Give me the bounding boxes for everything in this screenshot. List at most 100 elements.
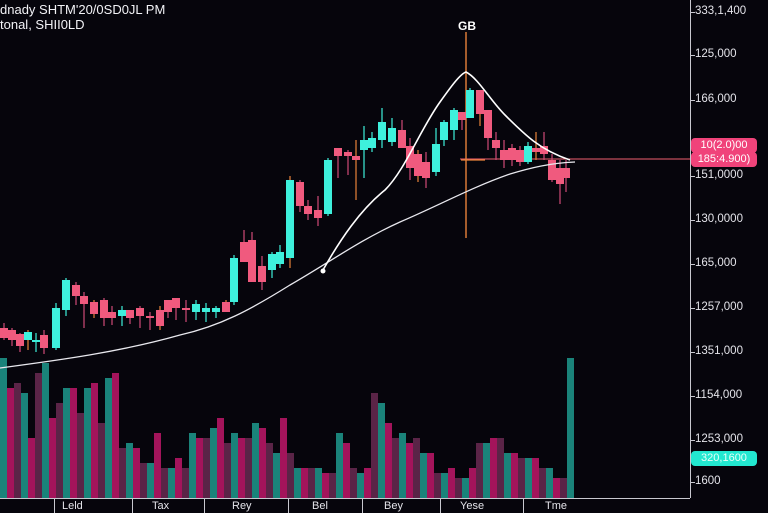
volume-bar bbox=[154, 433, 161, 498]
time-separator bbox=[362, 499, 363, 513]
candle bbox=[466, 90, 474, 118]
candle bbox=[136, 308, 144, 316]
price-axis[interactable]: 333,1,400 125,000 166,000 151,0000 130,0000 1… bbox=[689, 0, 768, 498]
chart-subtitle: tonal, SHII0LD bbox=[0, 17, 85, 32]
volume-bar bbox=[301, 468, 308, 498]
volume-bar bbox=[560, 478, 567, 498]
volume-bar bbox=[371, 393, 378, 498]
candle bbox=[230, 258, 238, 302]
price-badge: 10(2.0)00 bbox=[691, 138, 757, 153]
volume-bar bbox=[14, 383, 21, 498]
volume-bar bbox=[28, 438, 35, 498]
volume-bar bbox=[266, 443, 273, 498]
time-separator bbox=[288, 499, 289, 513]
volume-bar bbox=[308, 468, 315, 498]
price-tick: 125,000 bbox=[690, 48, 737, 60]
volume-bar bbox=[322, 473, 329, 498]
candle bbox=[172, 298, 180, 308]
volume-bar bbox=[56, 403, 63, 498]
price-tick: 1154,000 bbox=[689, 389, 743, 401]
volume-bar bbox=[63, 388, 70, 498]
candle bbox=[484, 110, 492, 138]
volume-bar bbox=[161, 468, 168, 498]
volume-bar bbox=[273, 453, 280, 498]
candle bbox=[286, 180, 294, 258]
volume-bar bbox=[210, 428, 217, 498]
candle bbox=[16, 334, 24, 346]
time-separator bbox=[54, 499, 55, 513]
volume-bar bbox=[133, 448, 140, 498]
candle bbox=[476, 90, 484, 114]
price-tick: 166,000 bbox=[690, 93, 737, 105]
volume-bar bbox=[224, 443, 231, 498]
volume-bar bbox=[98, 423, 105, 498]
candle bbox=[440, 122, 448, 140]
candle bbox=[276, 252, 284, 264]
candle bbox=[500, 150, 508, 160]
volume-bar bbox=[245, 438, 252, 498]
volume-bar bbox=[315, 468, 322, 498]
volume-bar bbox=[378, 403, 385, 498]
candle bbox=[248, 240, 256, 282]
volume-bar bbox=[21, 393, 28, 498]
candle bbox=[212, 308, 220, 312]
price-tick: 1253,000 bbox=[690, 433, 743, 445]
candle bbox=[388, 128, 396, 142]
price-tick: 130,0000 bbox=[690, 213, 743, 225]
volume-bar bbox=[175, 458, 182, 498]
time-separator bbox=[204, 499, 205, 513]
candle bbox=[548, 160, 556, 180]
candle bbox=[324, 160, 332, 214]
candle bbox=[516, 150, 524, 162]
volume-bar bbox=[105, 378, 112, 498]
volume-bar bbox=[392, 438, 399, 498]
volume-bar bbox=[350, 468, 357, 498]
volume-bar bbox=[91, 383, 98, 498]
price-tick: 333,1,400 bbox=[689, 5, 747, 17]
volume-bar bbox=[546, 468, 553, 498]
volume-bar bbox=[399, 433, 406, 498]
ma-cross-dot bbox=[320, 268, 326, 274]
price-tick: 1600 bbox=[690, 475, 721, 487]
time-tick: Bey bbox=[384, 500, 403, 512]
time-axis[interactable]: Leld Tax Rey Bel Bey Yese Tme bbox=[0, 498, 690, 513]
price-chart[interactable] bbox=[0, 0, 690, 498]
volume-bar bbox=[196, 438, 203, 498]
volume-bar bbox=[336, 433, 343, 498]
volume-bar bbox=[77, 413, 84, 498]
candle bbox=[164, 300, 172, 312]
volume-badge: 320,1600 bbox=[691, 451, 757, 466]
volume-bar bbox=[259, 428, 266, 498]
candle bbox=[344, 152, 352, 156]
volume-bar bbox=[434, 473, 441, 498]
volume-bar bbox=[217, 418, 224, 498]
candle bbox=[314, 210, 322, 218]
candle bbox=[458, 112, 466, 120]
candle bbox=[422, 162, 430, 178]
ma-slow-line bbox=[0, 161, 576, 369]
candle bbox=[202, 308, 210, 312]
candle bbox=[52, 308, 60, 348]
candle bbox=[32, 340, 40, 342]
volume-bars bbox=[0, 358, 574, 498]
candle bbox=[304, 206, 312, 214]
volume-bar bbox=[182, 468, 189, 498]
candle bbox=[532, 148, 540, 152]
candle bbox=[126, 310, 134, 318]
candle bbox=[492, 140, 500, 148]
volume-bar bbox=[469, 468, 476, 498]
volume-bar bbox=[539, 468, 546, 498]
volume-bar bbox=[483, 443, 490, 498]
volume-bar bbox=[70, 388, 77, 498]
volume-bar bbox=[231, 433, 238, 498]
candle bbox=[192, 304, 200, 312]
candle bbox=[182, 308, 190, 310]
candle bbox=[360, 140, 368, 150]
candle bbox=[406, 146, 414, 168]
candle bbox=[240, 242, 248, 262]
candle bbox=[398, 130, 406, 148]
volume-bar bbox=[287, 453, 294, 498]
candle bbox=[222, 302, 230, 312]
volume-bar bbox=[119, 448, 126, 498]
volume-bar bbox=[406, 443, 413, 498]
